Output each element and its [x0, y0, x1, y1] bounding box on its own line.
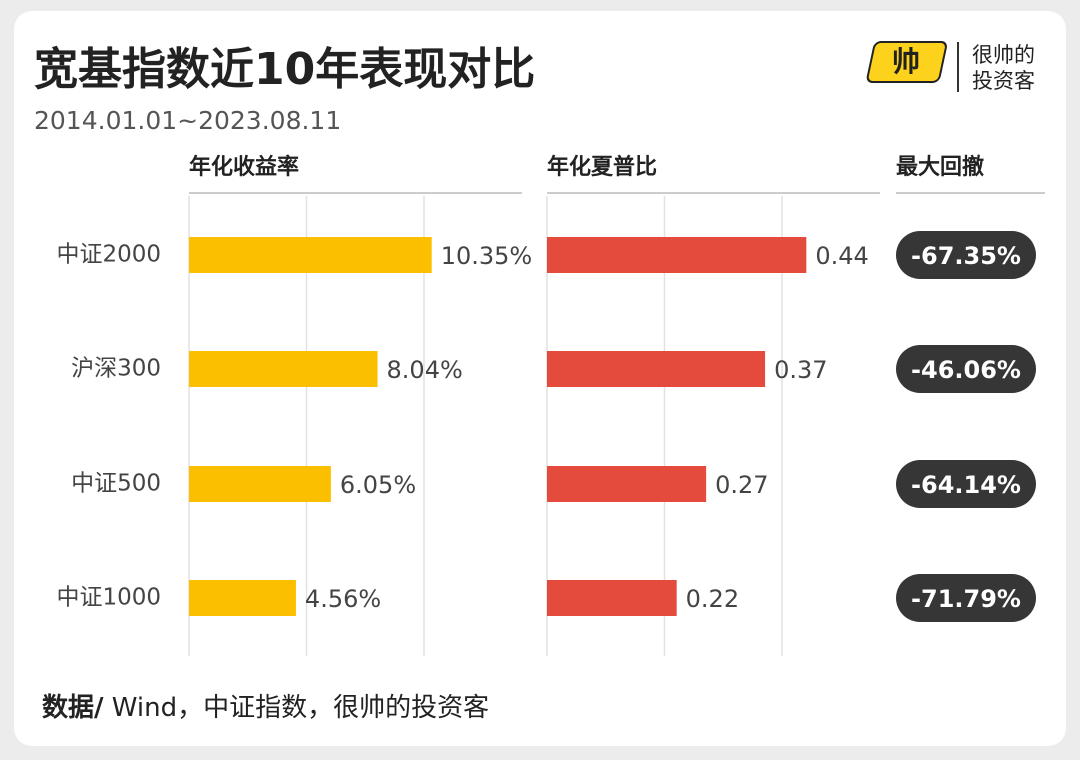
value-label: 0.22 [686, 585, 739, 613]
value-label: 4.56% [305, 585, 381, 613]
source-text: Wind，中证指数，很帅的投资客 [104, 693, 490, 723]
bar [189, 580, 296, 616]
value-pill [896, 231, 1036, 279]
bar [189, 466, 331, 502]
title: 宽基指数近10年表现对比 [34, 44, 535, 95]
value-pill [896, 345, 1036, 393]
logo: 帅 很帅的 投资客 [866, 41, 1035, 93]
bar [189, 351, 378, 387]
value-label: 0.44 [815, 242, 868, 270]
card [14, 11, 1066, 746]
source-label: 数据/ [42, 693, 104, 723]
bar [547, 351, 766, 387]
bar [547, 580, 677, 616]
panel-title: 年化收益率 [189, 154, 299, 180]
value-label: 10.35% [441, 242, 533, 270]
value-pill [896, 460, 1036, 508]
logo-line: 很帅的 [972, 43, 1035, 67]
value-label: -64.14% [911, 471, 1021, 499]
source: 数据/ Wind，中证指数，很帅的投资客 [42, 693, 489, 723]
value-label: 8.04% [387, 356, 463, 384]
value-label: 0.27 [715, 471, 768, 499]
subtitle: 2014.01.01~2023.08.11 [34, 106, 341, 135]
category-label: 中证2000 [56, 242, 161, 268]
logo-box [866, 41, 947, 83]
panel-title: 年化夏普比 [547, 154, 657, 180]
value-label: -46.06% [911, 356, 1021, 384]
value-label: -67.35% [911, 242, 1021, 270]
category-label: 中证500 [71, 471, 161, 497]
value-label: 6.05% [340, 471, 416, 499]
bar [189, 237, 432, 273]
value-label: -71.79% [911, 585, 1021, 613]
panel-title: 最大回撤 [896, 154, 984, 180]
bar [547, 237, 807, 273]
category-label: 中证1000 [56, 585, 161, 611]
bar [547, 466, 707, 502]
logo-line: 投资客 [972, 69, 1035, 93]
category-label: 沪深300 [71, 356, 161, 382]
value-pill [896, 574, 1036, 622]
value-label: 0.37 [774, 356, 827, 384]
logo-mark: 帅 [892, 45, 920, 78]
